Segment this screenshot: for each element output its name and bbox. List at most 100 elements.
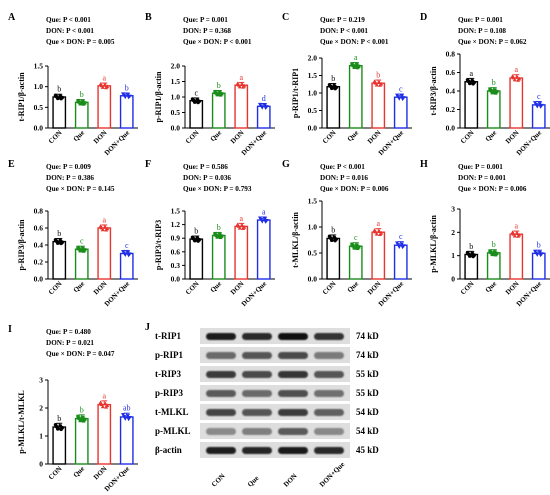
data-point — [350, 242, 354, 246]
data-point — [493, 88, 497, 92]
data-point — [99, 402, 104, 406]
y-tick-label: 0.2 — [446, 105, 456, 114]
data-point — [77, 416, 81, 420]
data-point — [263, 106, 268, 110]
significance-letter: c — [399, 232, 403, 241]
bar-CON — [464, 253, 479, 280]
y-tick-label: 1.0 — [308, 223, 318, 232]
stats-line: DON: P = 0.036 — [183, 174, 231, 182]
y-tick-label: 2.0 — [171, 62, 181, 71]
data-point — [512, 77, 517, 82]
data-point — [59, 96, 63, 101]
y-axis-label: p-RIP3/t-RIP3 — [154, 220, 163, 270]
significance-letter: b — [57, 414, 61, 423]
x-tick-label: CON — [459, 280, 476, 297]
blot-band — [206, 390, 236, 397]
data-point — [259, 104, 264, 109]
y-tick-label: 0.0 — [171, 124, 181, 133]
data-point — [373, 229, 378, 234]
bar-DON+Que — [393, 244, 408, 280]
data-point — [355, 63, 359, 67]
data-point — [104, 404, 109, 409]
data-point — [489, 88, 493, 93]
blot-band — [314, 352, 344, 359]
significance-letter: c — [537, 92, 541, 101]
data-point — [493, 253, 498, 257]
significance-letter: a — [239, 73, 243, 82]
data-point — [81, 415, 85, 420]
x-tick-label: DON — [229, 129, 246, 146]
stats-line: DON: P < 0.001 — [320, 27, 368, 35]
stats-line: Que: P = 0.009 — [46, 163, 91, 171]
blot-band — [278, 352, 308, 359]
stats-line: Que: P = 0.001 — [458, 163, 503, 171]
data-point — [126, 253, 131, 258]
data-point — [214, 233, 218, 237]
blot-row-label: p-MLKL — [155, 426, 191, 436]
blot-kd-label: 74 kD — [356, 350, 379, 360]
data-point — [81, 419, 86, 423]
bar-Que — [486, 252, 501, 280]
blot-band — [314, 428, 344, 435]
bar-Que — [74, 417, 89, 465]
stats-line: Que: P = 0.219 — [320, 16, 365, 24]
blot-kd-label: 55 kD — [356, 369, 379, 379]
data-point — [351, 63, 355, 68]
panel-letter: C — [282, 12, 289, 23]
blot-kd-label: 54 kD — [356, 426, 379, 436]
panel-letter: I — [8, 324, 12, 335]
y-tick-label: 1.2 — [171, 220, 181, 229]
y-tick-label: 1.5 — [34, 62, 44, 71]
blot-row-label: β-actin — [155, 445, 182, 455]
significance-letter: c — [80, 237, 84, 246]
data-point — [511, 75, 516, 80]
chart-panel-F: F Que: P = 0.586 DON: P = 0.036 Que × DON: … — [145, 159, 275, 308]
data-point — [352, 246, 356, 250]
bar-CON — [52, 96, 67, 129]
bar-DON — [509, 233, 524, 280]
data-point — [262, 103, 267, 108]
data-point — [355, 243, 359, 247]
y-tick-label: 0.6 — [34, 224, 44, 233]
significance-letter: a — [262, 208, 266, 217]
blot-strip — [200, 442, 350, 458]
data-point — [81, 246, 85, 251]
stats-line: Que: P = 0.001 — [458, 16, 503, 24]
data-point — [236, 82, 241, 87]
y-tick-label: 0.2 — [34, 258, 44, 267]
y-tick-label: 0 — [451, 275, 455, 284]
y-axis-label: t-RIP3/β-actin — [429, 66, 438, 116]
stats-line: Que × DON: P = 0.145 — [46, 185, 115, 193]
significance-letter: b — [537, 241, 541, 250]
chart-panel-C: C Que: P = 0.219 DON: P < 0.001 Que × DON: … — [282, 12, 412, 157]
significance-letter: b — [492, 78, 496, 87]
x-tick-label: CON — [47, 129, 64, 146]
data-point — [125, 93, 130, 97]
data-point — [196, 239, 200, 243]
stats-line: Que: P = 0.001 — [183, 16, 228, 24]
blot-band — [314, 409, 344, 416]
blot-band — [242, 371, 272, 378]
data-point — [333, 86, 337, 91]
x-tick-label: Que — [72, 280, 86, 294]
chart-panel-A: A Que: P < 0.001 DON: P < 0.001 Que × DON: … — [8, 12, 138, 157]
stats-line: Que × DON: P = 0.062 — [458, 38, 527, 46]
bar-DON — [234, 225, 249, 280]
stats-line: DON: P = 0.021 — [46, 339, 94, 347]
blot-band — [242, 428, 272, 435]
data-point — [54, 239, 59, 244]
y-tick-label: 0.6 — [171, 247, 181, 256]
bar-DON — [509, 77, 524, 129]
significance-letter: b — [331, 225, 335, 234]
bar-DON — [234, 84, 249, 129]
bar-Que — [74, 248, 89, 280]
bar-DON — [371, 231, 386, 280]
significance-letter: a — [102, 391, 106, 400]
y-tick-label: 0.0 — [34, 124, 44, 133]
bar-CON — [326, 237, 341, 280]
stats-line: Que × DON: P < 0.001 — [320, 38, 389, 46]
data-point — [355, 246, 360, 251]
data-point — [81, 249, 86, 253]
stats-line: DON: P = 0.001 — [458, 174, 506, 182]
data-point — [493, 250, 497, 254]
